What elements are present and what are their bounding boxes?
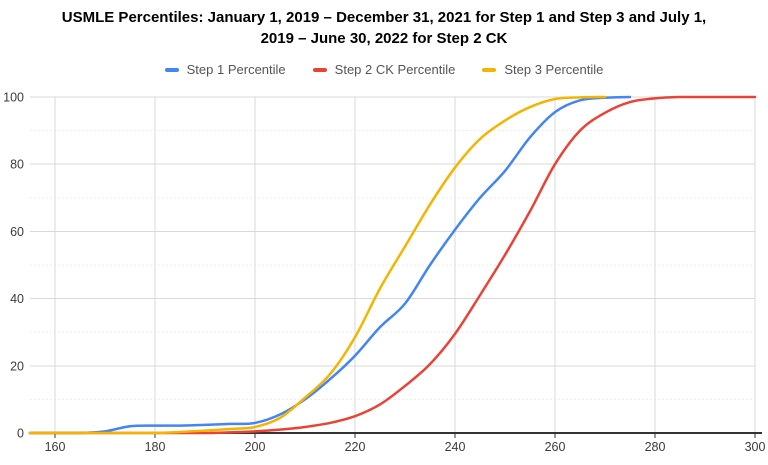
chart-title-line2: 2019 – June 30, 2022 for Step 2 CK [260,30,508,47]
chart-canvas: 160 180 200 220 240 260 280 300 0 20 40 60 80 100 [3,91,766,455]
legend-label-step-3: Step 3 Percentile [504,62,604,77]
series-line-step-1-percentile [28,95,632,435]
y-tick-label: 40 [10,292,24,306]
legend-item-step-1: Step 1 Percentile [164,62,286,77]
series-line-step-3-percentile [28,95,607,435]
legend-item-step-3: Step 3 Percentile [482,62,603,77]
y-tick-label: 20 [10,359,24,373]
legend-swatch-step-3-icon [482,67,497,72]
y-tick-label: 80 [10,158,24,172]
legend-swatch-step-2-ck-icon [312,67,327,72]
x-tick-label: 260 [545,440,566,454]
y-tick-label: 100 [3,91,24,105]
x-tick-label: 280 [645,440,666,454]
y-tick-label: 60 [10,225,24,239]
chart-legend: Step 1 Percentile Step 2 CK Percentile S… [0,60,768,79]
chart-title: USMLE Percentiles: January 1, 2019 – Dec… [0,0,768,49]
legend-item-step-2-ck: Step 2 CK Percentile [312,62,456,77]
y-tick-label: 0 [17,427,24,441]
x-tick-label: 220 [345,440,366,454]
x-tick-label: 180 [145,440,166,454]
legend-swatch-step-1-icon [164,67,179,72]
legend-label-step-1: Step 1 Percentile [186,62,286,77]
x-tick-label: 240 [445,440,466,454]
x-tick-label: 200 [245,440,266,454]
x-tick-label: 160 [45,440,66,454]
chart-title-line1: USMLE Percentiles: January 1, 2019 – Dec… [61,9,707,26]
legend-label-step-2-ck: Step 2 CK Percentile [334,62,456,77]
x-tick-label: 300 [745,440,766,454]
